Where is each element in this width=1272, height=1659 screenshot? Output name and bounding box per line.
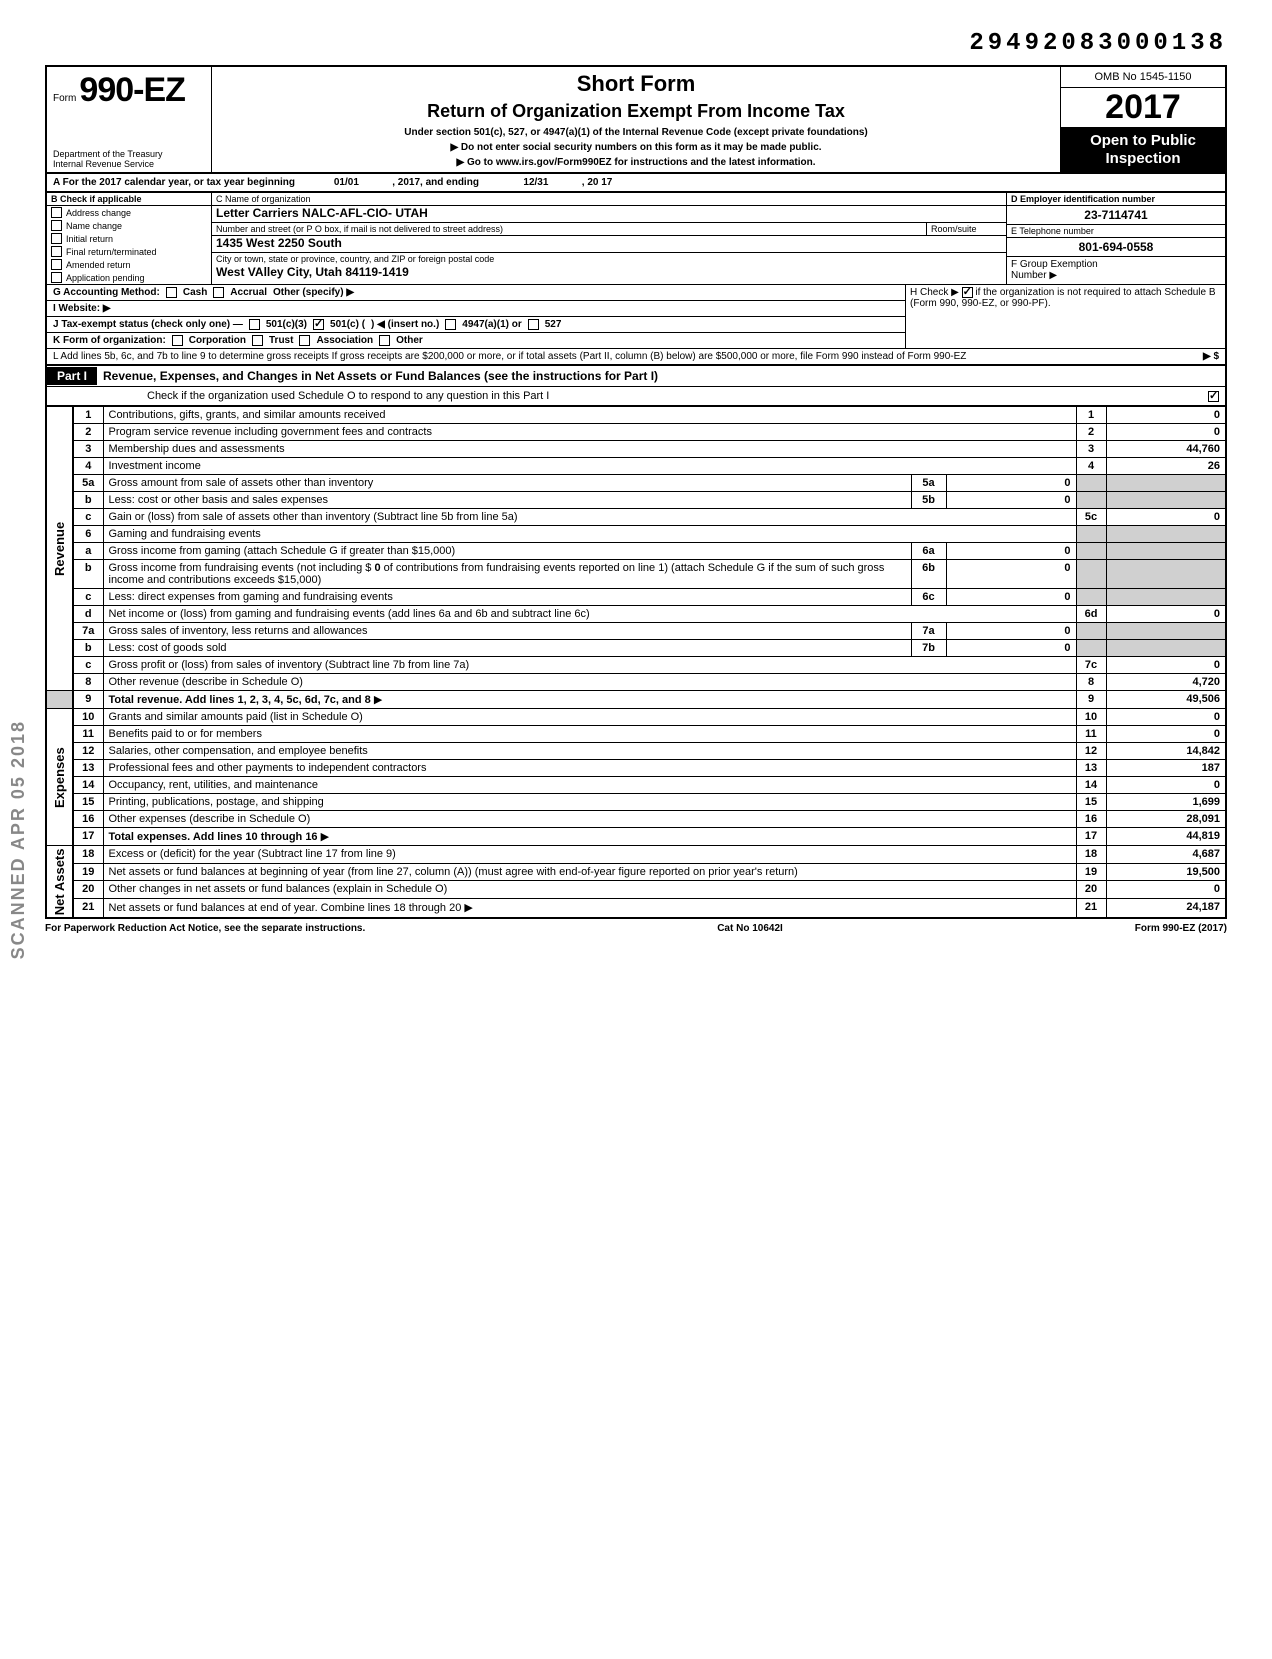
check-association[interactable] (299, 335, 310, 346)
form-header: Form 990-EZ Department of the Treasury I… (45, 65, 1227, 174)
section-b-c-d: B Check if applicable Address change Nam… (45, 193, 1227, 285)
document-number: 29492083000138 (45, 30, 1227, 57)
part1-header: Part I Revenue, Expenses, and Changes in… (45, 366, 1227, 387)
phone-value: 801-694-0558 (1007, 238, 1225, 257)
net-assets-label: Net Assets (46, 846, 73, 918)
omb-number: OMB No 1545-1150 (1061, 67, 1225, 88)
tax-year: 2017 (1061, 88, 1225, 128)
ein-value: 23-7114741 (1007, 206, 1225, 225)
row-k: K Form of organization: Corporation Trus… (47, 333, 905, 348)
part1-title: Revenue, Expenses, and Changes in Net As… (97, 366, 1225, 386)
form-label: Form (53, 93, 76, 104)
col-b-header: B Check if applicable (47, 193, 211, 206)
website-instruction: ▶ Go to www.irs.gov/Form990EZ for instru… (220, 157, 1052, 168)
ein-label: D Employer identification number (1007, 193, 1225, 206)
page-footer: For Paperwork Reduction Act Notice, see … (45, 919, 1227, 934)
check-name-change[interactable]: Name change (47, 219, 211, 232)
check-trust[interactable] (252, 335, 263, 346)
check-amended-return[interactable]: Amended return (47, 258, 211, 271)
under-section: Under section 501(c), 527, or 4947(a)(1)… (220, 127, 1052, 138)
cat-number: Cat No 10642I (717, 923, 783, 934)
check-cash[interactable] (166, 287, 177, 298)
row-i: I Website: ▶ (47, 301, 905, 317)
revenue-table: Revenue 1Contributions, gifts, grants, a… (45, 406, 1227, 919)
revenue-label: Revenue (46, 407, 73, 691)
check-accrual[interactable] (213, 287, 224, 298)
ssn-warning: ▶ Do not enter social security numbers o… (220, 142, 1052, 153)
check-other[interactable] (379, 335, 390, 346)
phone-label: E Telephone number (1007, 225, 1225, 238)
check-initial-return[interactable]: Initial return (47, 232, 211, 245)
org-name: Letter Carriers NALC-AFL-CIO- UTAH (212, 206, 1006, 223)
form-footer: Form 990-EZ (2017) (1135, 923, 1227, 934)
check-h[interactable] (962, 287, 973, 298)
check-final-return[interactable]: Final return/terminated (47, 245, 211, 258)
open-public: Open to Public (1090, 132, 1196, 149)
check-schedule-o[interactable] (1208, 391, 1219, 402)
form-number: 990-EZ (79, 71, 185, 109)
group-label2: Number ▶ (1011, 270, 1057, 281)
row-a-period: A For the 2017 calendar year, or tax yea… (45, 174, 1227, 193)
check-application-pending[interactable]: Application pending (47, 271, 211, 284)
city-value: West VAlley City, Utah 84119-1419 (212, 265, 1006, 281)
paperwork-notice: For Paperwork Reduction Act Notice, see … (45, 923, 365, 934)
part1-check-o: Check if the organization used Schedule … (45, 387, 1227, 406)
street-address: 1435 West 2250 South (212, 236, 1006, 253)
group-label: F Group Exemption (1011, 259, 1098, 270)
dept-irs: Internal Revenue Service (53, 160, 205, 170)
row-g: G Accounting Method: Cash Accrual Other … (47, 285, 905, 301)
check-527[interactable] (528, 319, 539, 330)
street-label: Number and street (or P O box, if mail i… (212, 223, 926, 235)
return-title: Return of Organization Exempt From Incom… (220, 101, 1052, 122)
check-501c[interactable] (313, 319, 324, 330)
short-form-title: Short Form (220, 71, 1052, 97)
scanned-stamp: SCANNED APR 05 2018 (8, 720, 29, 959)
row-l: L Add lines 5b, 6c, and 7b to line 9 to … (45, 348, 1227, 366)
city-label: City or town, state or province, country… (212, 253, 1006, 265)
check-4947[interactable] (445, 319, 456, 330)
part1-label: Part I (47, 367, 97, 385)
inspection: Inspection (1065, 150, 1221, 168)
row-j: J Tax-exempt status (check only one) — 5… (47, 317, 905, 333)
row-h: H Check ▶ (910, 287, 959, 298)
room-label: Room/suite (926, 223, 1006, 235)
check-501c3[interactable] (249, 319, 260, 330)
name-label: C Name of organization (212, 193, 1006, 206)
check-address-change[interactable]: Address change (47, 206, 211, 219)
expenses-label: Expenses (46, 709, 73, 846)
check-corporation[interactable] (172, 335, 183, 346)
